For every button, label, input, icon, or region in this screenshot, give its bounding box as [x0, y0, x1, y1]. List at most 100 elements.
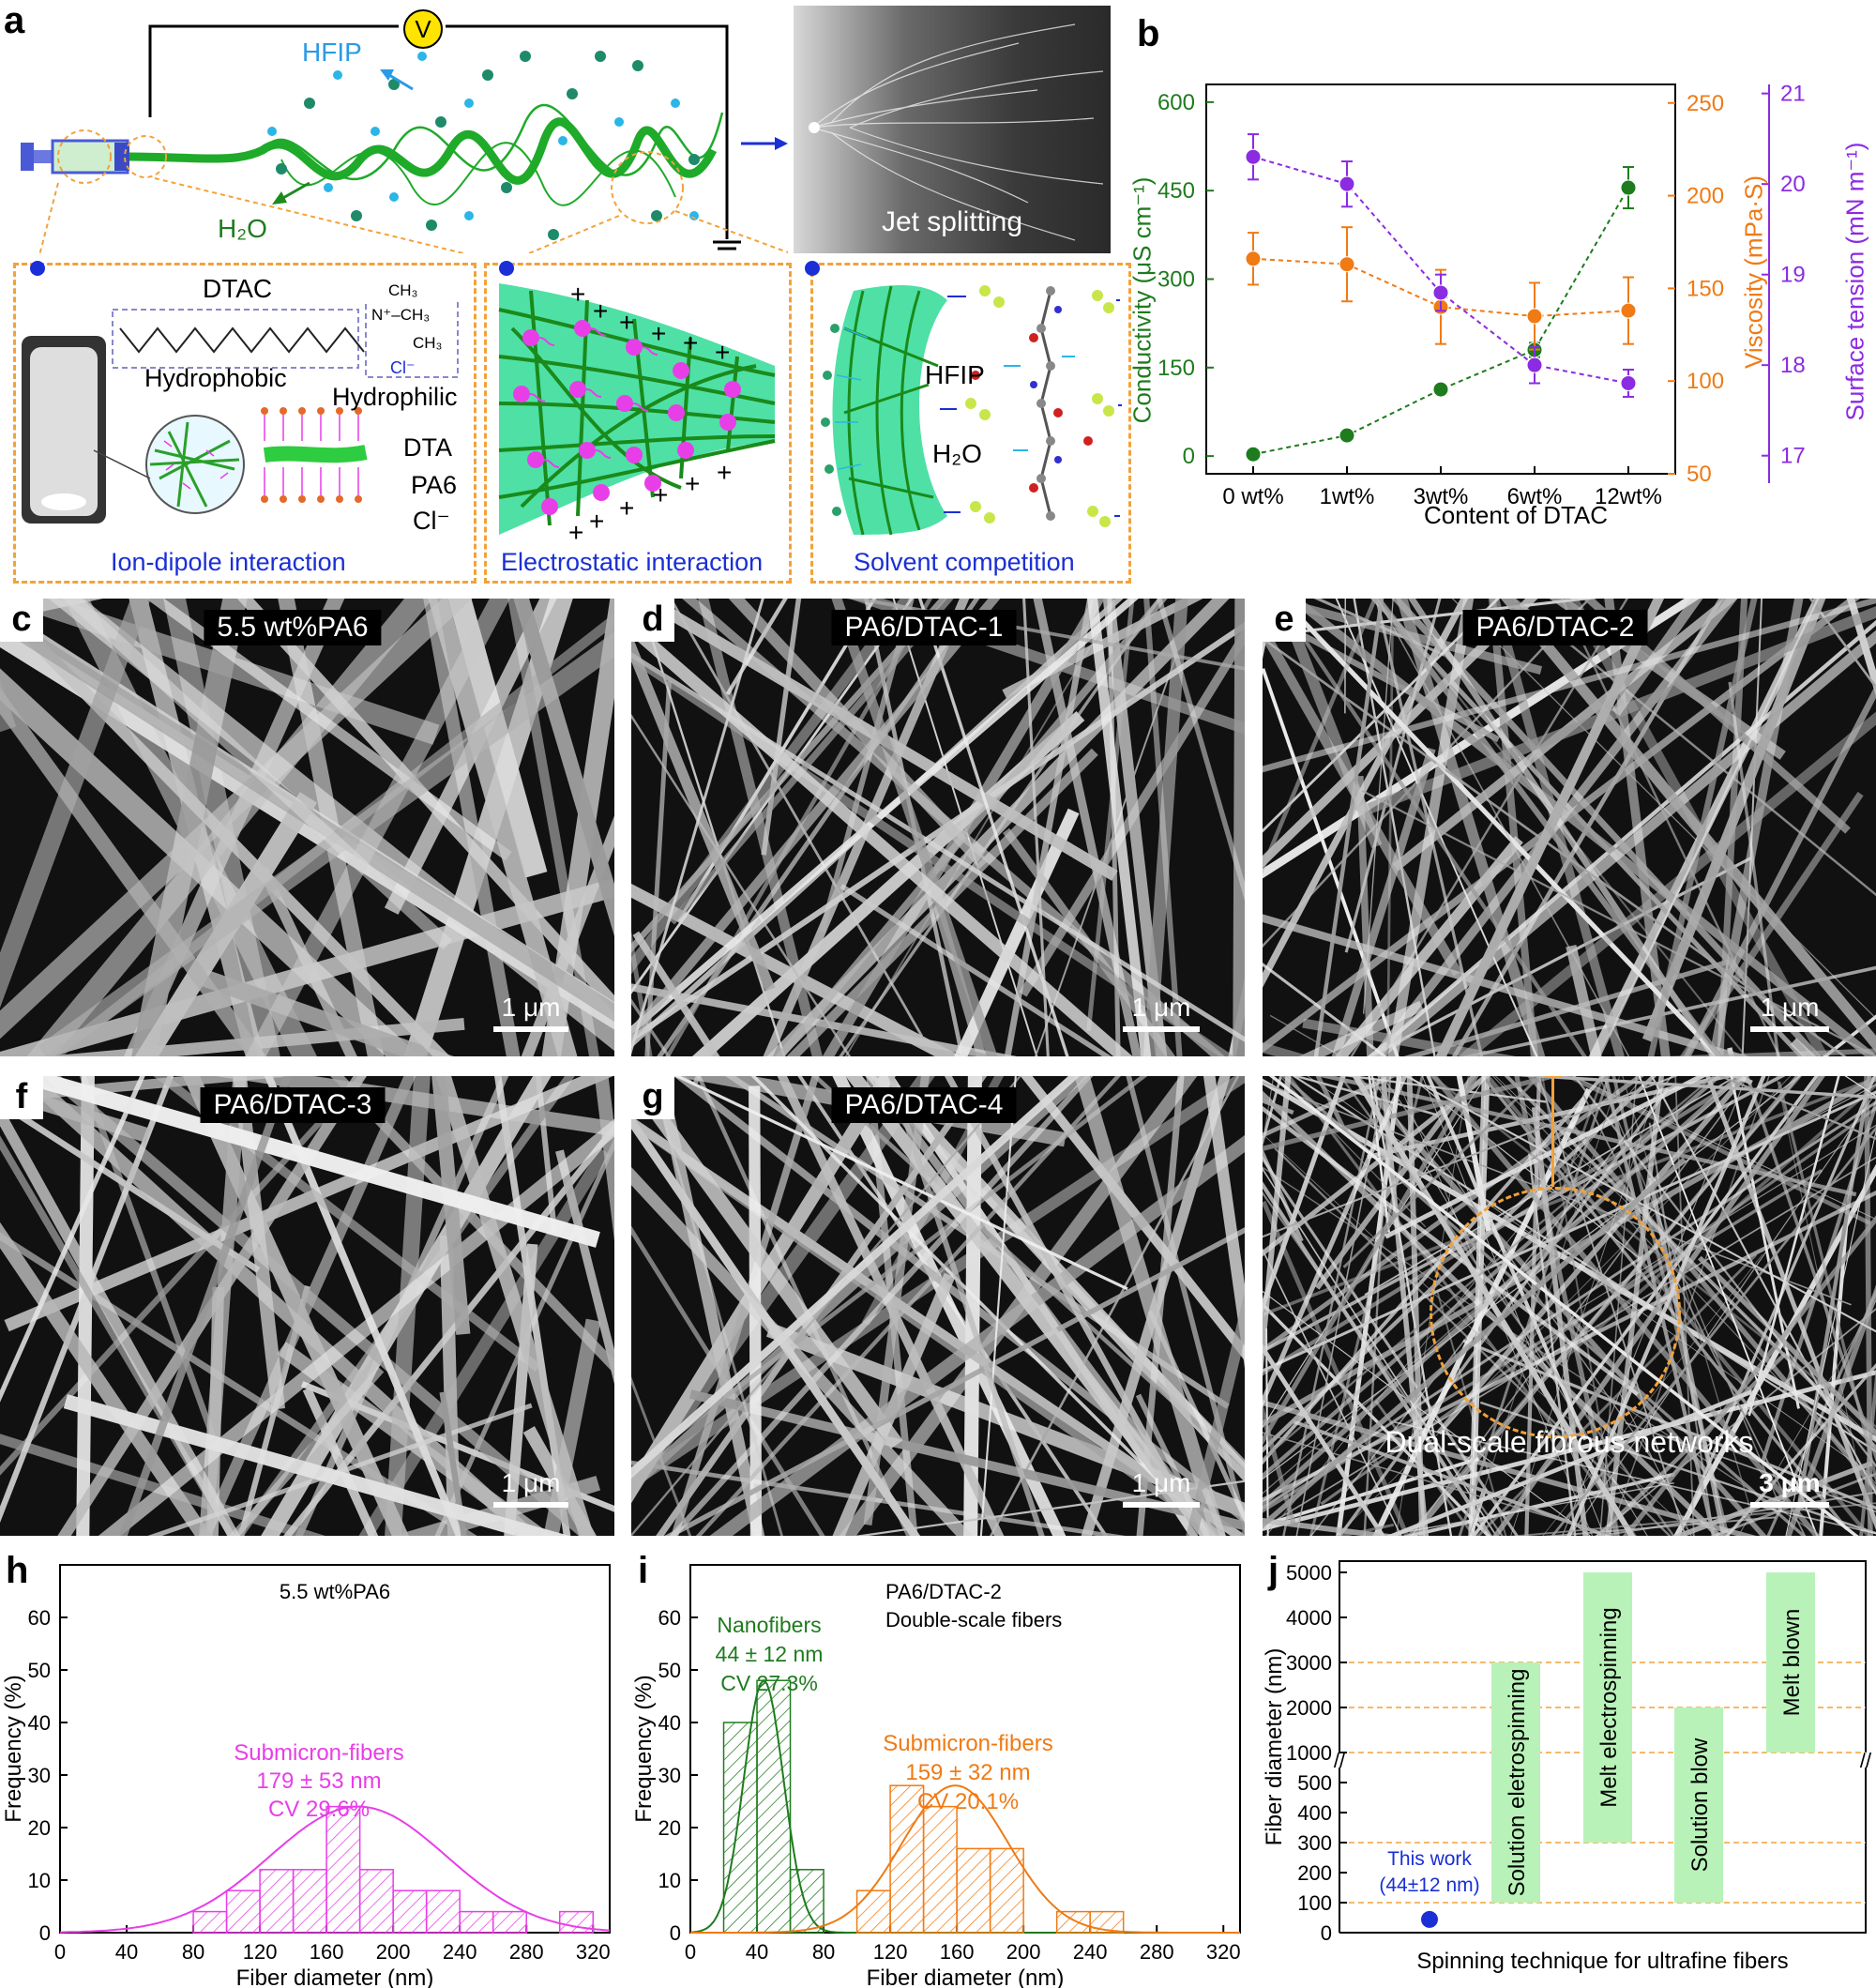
plus-charge: + — [619, 493, 635, 523]
x-tick-label: 120 — [243, 1940, 278, 1964]
fiber — [846, 599, 1245, 671]
sem-d-title: PA6/DTAC-1 — [831, 610, 1017, 645]
plus-charge: + — [568, 518, 584, 547]
fiber — [0, 687, 267, 1056]
electrostatic-network — [498, 283, 776, 535]
fiber — [1619, 1392, 1692, 1536]
dta-label: DTA — [403, 433, 452, 462]
solvent-competition-diagram — [821, 285, 1122, 536]
sem-image-e: e PA6/DTAC-2 1 μm — [1263, 599, 1876, 1056]
axis-break: // — [1860, 1749, 1872, 1772]
plus-charge: + — [593, 296, 609, 326]
fiber — [1263, 1432, 1617, 1536]
x-tick-label: 240 — [443, 1940, 477, 1964]
dtac-label: DTAC — [203, 274, 273, 303]
fiber — [147, 1403, 533, 1536]
gaussian-fit — [59, 1805, 611, 1934]
data-point — [1432, 381, 1449, 398]
fiber — [1126, 1076, 1245, 1536]
fiber — [1369, 630, 1876, 1056]
data-point — [1620, 179, 1637, 196]
y-tick-label: 300 — [1157, 267, 1195, 293]
plus-charge: + — [683, 328, 699, 357]
dual-scale-label: Dual-scale fibrous networks — [1384, 1425, 1754, 1459]
fiber — [1335, 1523, 1395, 1536]
fiber — [854, 1480, 1245, 1536]
fiber — [650, 1076, 783, 1536]
fiber — [0, 1099, 261, 1273]
scale-label: 1 μm — [1760, 993, 1820, 1022]
x-tick-label: 280 — [509, 1940, 544, 1964]
x-tick-label: 6wt% — [1507, 484, 1563, 509]
panel-label-a: a — [4, 0, 25, 41]
fiber — [1394, 1420, 1876, 1535]
fiber — [840, 884, 1112, 1056]
fiber — [1542, 1516, 1777, 1536]
fiber-network — [0, 1076, 614, 1536]
conductivity-axis-label: Conductivity (μS cm⁻¹) — [1127, 176, 1157, 424]
fiber — [631, 599, 764, 1055]
fiber — [692, 1076, 702, 1085]
fiber — [0, 1434, 325, 1536]
plus-charge: + — [653, 480, 669, 509]
y-tick-label: 0 — [1183, 444, 1195, 469]
fiber — [1598, 599, 1820, 1056]
sem-image-d: d PA6/DTAC-1 1 μm — [631, 599, 1245, 1056]
fiber — [725, 599, 788, 696]
sem-image-c: c 5.5 wt%PA6 1 μm — [0, 599, 614, 1056]
panel-label-b: b — [1137, 13, 1160, 54]
fiber — [1263, 1248, 1402, 1536]
fiber-network — [631, 1076, 1245, 1536]
fiber — [1551, 1126, 1876, 1536]
scale-label: 3 μm — [1759, 1468, 1821, 1497]
scale-bar-e: 1 μm — [1750, 993, 1829, 1032]
y-tick-label: 0 — [39, 1921, 51, 1945]
fiber — [1376, 599, 1630, 1056]
fiber — [1344, 599, 1442, 953]
scale-bar-overview: 3 μm — [1750, 1468, 1829, 1508]
fiber — [749, 1085, 763, 1536]
ch3-bottom: CH₃ — [413, 334, 443, 352]
fiber — [669, 599, 924, 1038]
gaussian-fit — [690, 1784, 1240, 1934]
fiber — [1542, 1253, 1763, 1536]
fiber — [0, 1076, 600, 1248]
fiber — [1785, 1129, 1876, 1536]
fiber — [631, 633, 776, 992]
ion-dipole-box — [13, 263, 477, 584]
fiber — [1859, 1366, 1876, 1536]
chart-title: PA6/DTAC-2 — [885, 1580, 1002, 1603]
y-tick-label: 1000 — [1286, 1741, 1332, 1765]
fiber — [0, 1076, 367, 1476]
fiber — [1785, 1284, 1876, 1536]
histogram-bar — [756, 1679, 792, 1934]
data-point — [1339, 427, 1355, 444]
fiber — [1313, 599, 1384, 1056]
fiber — [385, 1076, 431, 1536]
fiber — [831, 599, 998, 1056]
fit-annotation: Nanofibers — [717, 1613, 821, 1637]
technique-range-bar — [1583, 1572, 1632, 1843]
fiber — [1263, 1076, 1398, 1138]
fiber — [1201, 1487, 1226, 1536]
panel-label-i: i — [638, 1550, 649, 1591]
fiber — [1263, 1457, 1480, 1528]
this-work-point — [1421, 1910, 1438, 1928]
fiber — [728, 599, 989, 870]
y-tick-label: 200 — [1297, 1861, 1332, 1885]
fiber — [1263, 914, 1750, 1056]
fiber — [0, 599, 151, 1009]
zoom-region-circle — [1430, 1187, 1681, 1438]
fiber — [631, 651, 1235, 1056]
data-point — [1432, 284, 1449, 301]
x-tick-label: 40 — [115, 1940, 138, 1964]
y-tick-label: 450 — [1157, 178, 1195, 204]
x-tick-label: 12wt% — [1595, 484, 1662, 509]
fiber — [631, 1166, 974, 1536]
panel-label-c: c — [0, 599, 43, 642]
fiber — [1313, 599, 1445, 657]
technique-label: Melt electrospinning — [1596, 1607, 1622, 1807]
fit-annotation: CV 20.1% — [917, 1789, 1019, 1814]
y-tick-label: 17 — [1780, 444, 1806, 469]
fiber — [1003, 827, 1176, 1056]
